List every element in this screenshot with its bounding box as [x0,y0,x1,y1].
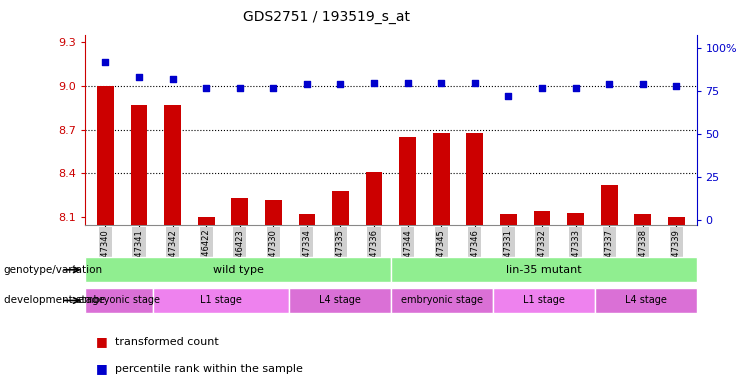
Text: transformed count: transformed count [115,337,219,347]
Bar [97,86,114,225]
Bar [594,288,697,313]
Text: ■: ■ [96,362,108,375]
Point [133,74,145,80]
Point [368,79,380,86]
Text: lin-35 mutant: lin-35 mutant [506,265,582,275]
Bar [634,214,651,225]
Bar [231,198,248,225]
Point [502,93,514,99]
Point [335,81,347,87]
Point [167,76,179,82]
Bar [366,172,382,225]
Text: percentile rank within the sample: percentile rank within the sample [115,364,303,374]
Bar [668,217,685,225]
Text: L1 stage: L1 stage [522,295,565,306]
Text: wild type: wild type [213,265,264,275]
Bar [391,257,697,282]
Bar [601,185,617,225]
Text: L1 stage: L1 stage [200,295,242,306]
Point [603,81,615,87]
Point [301,81,313,87]
Bar [289,288,391,313]
Bar [433,132,450,225]
Point [435,79,447,86]
Bar [165,105,181,225]
Text: L4 stage: L4 stage [625,295,667,306]
Bar [332,191,349,225]
Text: ■: ■ [96,335,108,348]
Bar [567,213,584,225]
Point [200,84,212,91]
Bar [85,257,391,282]
Bar [500,214,516,225]
Bar [534,212,551,225]
Bar [399,137,416,225]
Point [536,84,548,91]
Point [402,79,413,86]
Point [234,84,246,91]
Point [469,79,481,86]
Point [268,84,279,91]
Bar [466,132,483,225]
Bar [130,105,147,225]
Bar [391,288,493,313]
Text: development stage: development stage [4,295,104,305]
Point [671,83,682,89]
Point [637,81,648,87]
Bar [299,214,316,225]
Text: L4 stage: L4 stage [319,295,361,306]
Text: embryonic stage: embryonic stage [79,295,160,306]
Bar [198,217,215,225]
Point [99,59,111,65]
Text: GDS2751 / 193519_s_at: GDS2751 / 193519_s_at [242,10,410,23]
Bar [153,288,289,313]
Point [570,84,582,91]
Text: embryonic stage: embryonic stage [401,295,483,306]
Text: genotype/variation: genotype/variation [4,265,103,275]
Bar [493,288,594,313]
Bar [265,200,282,225]
Bar [85,288,153,313]
